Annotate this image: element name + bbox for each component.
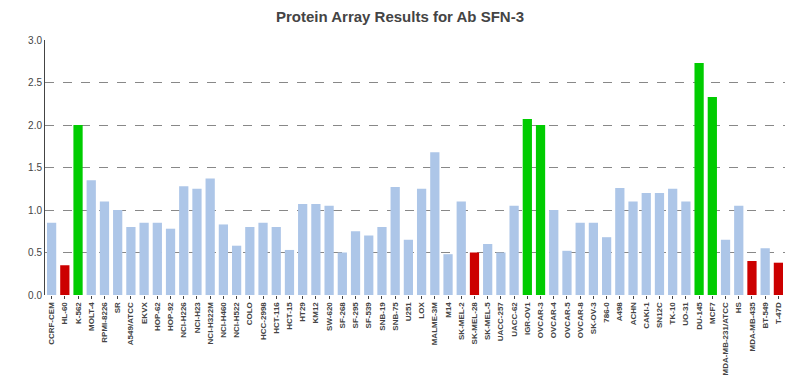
svg-text:MCF7: MCF7 [708,302,717,324]
svg-text:KM12: KM12 [311,302,320,324]
svg-text:Protein Array Results for Ab S: Protein Array Results for Ab SFN-3 [276,8,524,25]
svg-text:SK-OV-3: SK-OV-3 [589,302,598,335]
svg-text:CCRF-CEM: CCRF-CEM [47,302,56,345]
svg-text:NCI-H460: NCI-H460 [219,302,228,338]
svg-text:A498: A498 [615,302,624,322]
svg-text:BT-549: BT-549 [761,302,770,329]
svg-text:MOLT-4: MOLT-4 [87,302,96,331]
svg-text:3.0: 3.0 [28,35,42,46]
svg-text:UO-31: UO-31 [681,302,690,326]
svg-text:SK-MEL-2: SK-MEL-2 [457,302,466,340]
svg-text:LOX: LOX [417,302,426,319]
svg-text:MDA-MB-435: MDA-MB-435 [748,302,757,352]
svg-text:A549/ATCC: A549/ATCC [126,302,135,345]
svg-text:2.5: 2.5 [28,77,42,88]
svg-text:UACC-257: UACC-257 [496,302,505,342]
svg-text:SK-MEL-28: SK-MEL-28 [470,302,479,345]
svg-text:T-47D: T-47D [774,302,783,324]
svg-text:SNB-19: SNB-19 [378,302,387,331]
svg-text:MDA-MB-231/ATCC: MDA-MB-231/ATCC [721,302,730,375]
svg-text:HCT-15: HCT-15 [285,302,294,330]
svg-text:NCI-H23: NCI-H23 [193,302,202,334]
svg-text:0.5: 0.5 [28,247,42,258]
svg-text:2.0: 2.0 [28,120,42,131]
svg-text:HS: HS [734,302,743,314]
svg-text:SF-268: SF-268 [338,302,347,329]
svg-text:IGR-OV1: IGR-OV1 [523,302,532,335]
svg-text:HT29: HT29 [298,302,307,322]
svg-text:SW-620: SW-620 [325,302,334,331]
svg-text:COLO: COLO [245,302,254,325]
svg-text:NCI-H322M: NCI-H322M [206,302,215,345]
svg-text:ACHN: ACHN [629,302,638,325]
svg-text:OVCAR-3: OVCAR-3 [536,302,545,339]
svg-text:SF-295: SF-295 [351,302,360,329]
svg-text:MALME-3M: MALME-3M [430,302,439,345]
svg-text:OVCAR-8: OVCAR-8 [576,302,585,339]
svg-text:DU-145: DU-145 [695,302,704,330]
svg-text:EKVX: EKVX [140,302,149,324]
svg-text:HCC-2998: HCC-2998 [259,302,268,340]
svg-text:HCT-116: HCT-116 [272,302,281,334]
svg-text:HOP-92: HOP-92 [166,302,175,331]
svg-text:U251: U251 [404,302,413,322]
svg-text:SR: SR [113,302,122,313]
svg-text:M14: M14 [444,302,453,318]
svg-text:UACC-62: UACC-62 [510,302,519,337]
svg-text:K-562: K-562 [74,302,83,324]
svg-text:TK-10: TK-10 [668,302,677,325]
svg-text:786-0: 786-0 [602,302,611,323]
svg-text:HL-60: HL-60 [60,302,69,325]
svg-text:HOP-62: HOP-62 [153,302,162,331]
svg-text:NCI-H226: NCI-H226 [179,302,188,338]
svg-text:1.5: 1.5 [28,162,42,173]
svg-text:CAKI-1: CAKI-1 [642,302,651,329]
svg-text:SNB-75: SNB-75 [391,302,400,331]
svg-text:0.0: 0.0 [28,290,42,301]
svg-text:SK-MEL-5: SK-MEL-5 [483,302,492,340]
svg-text:1.0: 1.0 [28,205,42,216]
svg-text:SF-539: SF-539 [364,302,373,329]
svg-text:NCI-H522: NCI-H522 [232,302,241,338]
svg-text:OVCAR-5: OVCAR-5 [563,302,572,339]
svg-text:OVCAR-4: OVCAR-4 [549,302,558,339]
svg-text:SN12C: SN12C [655,302,664,328]
svg-text:RPMI-8226: RPMI-8226 [100,302,109,343]
